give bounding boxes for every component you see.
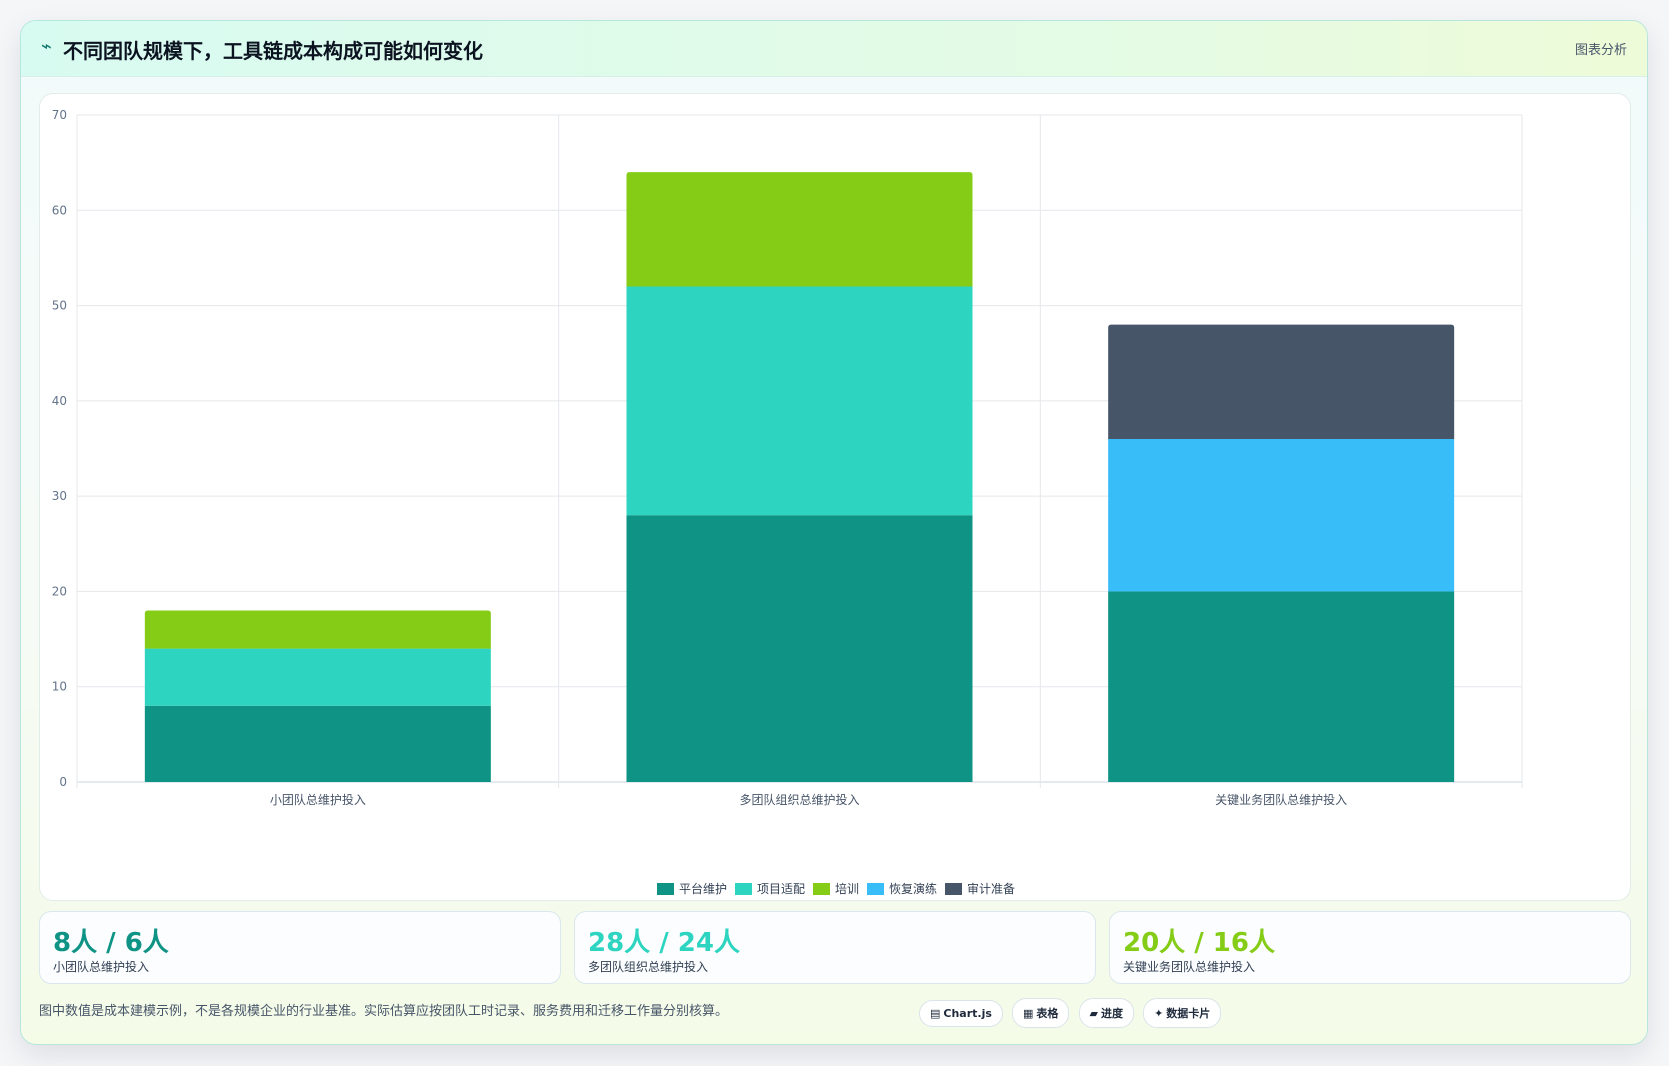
- kpi-card-critical-team: 20人 / 16人 关键业务团队总维护投入: [1109, 911, 1631, 984]
- bar-segment: [1108, 591, 1455, 782]
- chart-legend: 平台维护 项目适配 培训 恢复演练 审计准备: [40, 880, 1632, 897]
- chart-analysis-tag: 图表分析: [1574, 43, 1627, 58]
- progress-icon: ▰: [1089, 1007, 1098, 1020]
- legend-label: 项目适配: [756, 882, 805, 896]
- kpi-card-multi-team: 28人 / 24人 多团队组织总维护投入: [574, 911, 1096, 984]
- y-tick-label: 20: [52, 584, 67, 598]
- kpi-label: 小团队总维护投入: [53, 960, 150, 974]
- trend-icon: ⌁: [41, 36, 52, 57]
- y-tick-label: 70: [52, 108, 67, 122]
- bar-segment: [144, 648, 491, 706]
- legend-item[interactable]: 培训: [812, 880, 859, 897]
- legend-item[interactable]: 审计准备: [945, 880, 1015, 897]
- legend-swatch: [734, 882, 752, 895]
- bar-segment: [1108, 438, 1455, 592]
- legend-label: 审计准备: [967, 882, 1016, 896]
- chip-chartjs[interactable]: ▤ Chart.js: [919, 1000, 1003, 1027]
- x-tick-label: 小团队总维护投入: [270, 792, 366, 807]
- legend-swatch: [812, 882, 830, 895]
- bar-segment: [626, 286, 973, 516]
- bar-segment: [144, 610, 491, 649]
- legend-item[interactable]: 恢复演练: [867, 880, 937, 897]
- legend-item[interactable]: 项目适配: [734, 880, 805, 897]
- legend-swatch: [945, 882, 963, 895]
- chart-panel: ⌁ 不同团队规模下，工具链成本构成可能如何变化 图表分析 0 10 20 30 40 50…: [20, 20, 1648, 1045]
- kpi-label: 多团队组织总维护投入: [588, 960, 709, 974]
- legend-label: 平台维护: [678, 882, 727, 896]
- y-tick-label: 40: [52, 394, 67, 408]
- x-tick-label: 多团队组织总维护投入: [739, 792, 859, 807]
- bar-segment: [144, 705, 491, 782]
- chart-card: 0 10 20 30 40 50 60 70 小团队总维护投入 多团队组织总维护投入 关键业务团队总…: [39, 93, 1631, 901]
- y-tick-label: 0: [59, 775, 67, 789]
- chip-label: 进度: [1100, 1007, 1123, 1020]
- y-tick-label: 10: [52, 680, 67, 694]
- legend-item[interactable]: 平台维护: [656, 880, 727, 897]
- chip-label: 表格: [1036, 1007, 1059, 1020]
- x-tick-label: 关键业务团队总维护投入: [1215, 792, 1347, 807]
- legend-label: 培训: [834, 882, 859, 896]
- footer-note: 图中数值是成本建模示例，不是各规模企业的行业基准。实际估算应按团队工时记录、服务…: [39, 1004, 729, 1019]
- kpi-row: 8人 / 6人 小团队总维护投入 28人 / 24人 多团队组织总维护投入 20…: [39, 911, 1631, 984]
- toolbar-chips: ▤ Chart.js ▦ 表格 ▰ 进度 ✦ 数据卡片: [919, 998, 1225, 1028]
- kpi-card-small-team: 8人 / 6人 小团队总维护投入: [39, 911, 561, 984]
- legend-label: 恢复演练: [889, 882, 938, 896]
- table-icon: ▦: [1023, 1007, 1034, 1020]
- page-title: 不同团队规模下，工具链成本构成可能如何变化: [63, 39, 483, 63]
- kpi-value: 8人 / 6人: [53, 928, 169, 958]
- chip-label: Chart.js: [943, 1007, 992, 1020]
- chip-label: 数据卡片: [1166, 1007, 1211, 1020]
- bar-segment: [626, 515, 973, 782]
- sparkle-icon: ✦: [1154, 1007, 1164, 1020]
- y-tick-label: 30: [52, 489, 67, 503]
- panel-header: ⌁ 不同团队规模下，工具链成本构成可能如何变化 图表分析: [21, 21, 1647, 77]
- bar-segment: [1108, 324, 1455, 439]
- legend-swatch: [656, 882, 674, 895]
- chart-icon: ▤: [930, 1007, 941, 1020]
- y-tick-label: 50: [52, 299, 67, 313]
- chip-progress[interactable]: ▰ 进度: [1078, 998, 1134, 1028]
- kpi-label: 关键业务团队总维护投入: [1123, 960, 1256, 974]
- chip-data-cards[interactable]: ✦ 数据卡片: [1143, 998, 1222, 1028]
- stacked-bar-chart: 0 10 20 30 40 50 60 70 小团队总维护投入 多团队组织总维护投入 关键业务团队总…: [52, 108, 1523, 807]
- kpi-value: 20人 / 16人: [1123, 928, 1275, 958]
- chip-table[interactable]: ▦ 表格: [1012, 998, 1070, 1028]
- kpi-value: 28人 / 24人: [588, 928, 740, 958]
- y-tick-label: 60: [52, 203, 67, 217]
- bar-segment: [626, 172, 973, 287]
- legend-swatch: [867, 882, 884, 895]
